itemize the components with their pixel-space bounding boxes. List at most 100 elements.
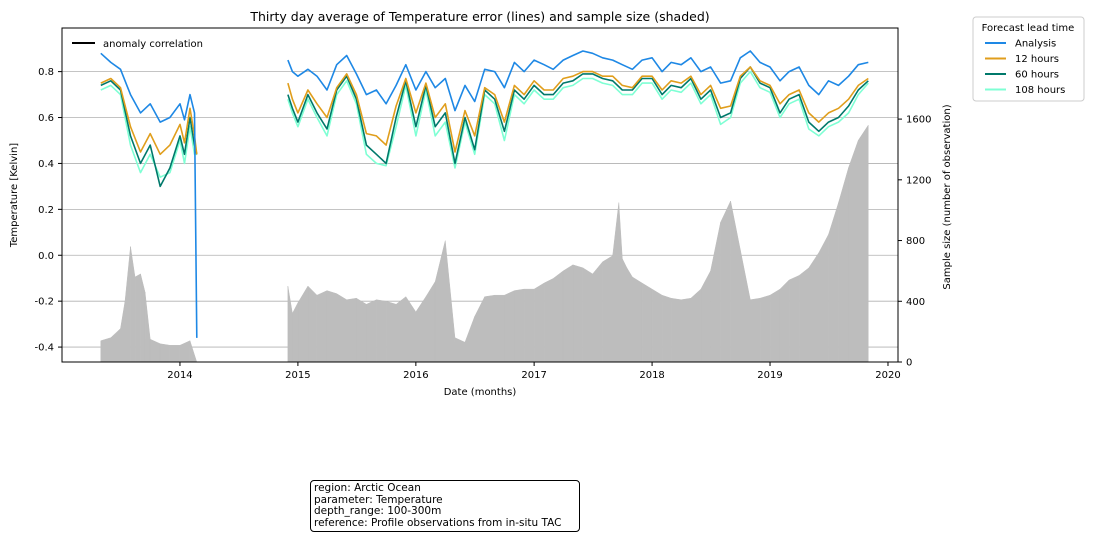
sample-size-bar: [346, 297, 357, 363]
y-axis-ticks: -0.4 -0.2 0.0 0.2 0.4 0.6 0.8: [34, 67, 62, 354]
sample-size-bar: [670, 297, 682, 363]
sample-size-bar: [297, 285, 309, 363]
sample-size-bar: [124, 246, 131, 363]
legend: Forecast lead time Analysis 12 hours 60 ho…: [972, 16, 1085, 102]
x-axis-ticks: 2014 2015 2016 2017 2018 2019 2020: [167, 362, 901, 381]
sample-size-bar: [626, 266, 633, 363]
sample-size-bar: [661, 294, 672, 363]
sample-size-bar: [454, 337, 466, 363]
sample-size-bar: [189, 340, 198, 363]
series-line: [100, 66, 869, 188]
sample-size-bar: [858, 124, 869, 363]
sample-size-bar: [680, 297, 692, 363]
sample-size-bar: [292, 302, 299, 363]
y-tick-label: -0.4: [34, 343, 54, 354]
sample-size-bar: [759, 294, 771, 363]
sample-size-bar: [514, 288, 525, 363]
sample-size-bar: [474, 296, 485, 363]
sample-size-bar: [484, 294, 495, 363]
sample-size-bar: [838, 167, 849, 363]
legend-box: [972, 16, 1085, 102]
info-box: region: Arctic Ocean parameter: Temperat…: [310, 480, 580, 532]
sample-size-bar: [700, 270, 711, 363]
sample-size-bar: [562, 264, 574, 363]
sample-size-bar: [779, 279, 790, 363]
sample-size-bar: [602, 255, 613, 363]
sample-size-bar: [366, 299, 377, 363]
sample-size-bar: [798, 267, 810, 363]
sample-size-bar: [140, 273, 146, 363]
y2-tick-label: 0: [906, 358, 912, 369]
series-line: [100, 50, 869, 338]
series-line: [100, 66, 869, 156]
sample-size-bar: [552, 270, 564, 363]
sample-size-bar: [582, 267, 593, 363]
sample-size-bar: [769, 288, 781, 363]
sample-size-bar: [356, 297, 367, 363]
plot-frame: [61, 27, 899, 363]
legend-label: 60 hours: [1015, 70, 1059, 81]
legend-label: 108 hours: [1015, 85, 1065, 96]
chart-title: Thirty day average of Temperature error …: [249, 9, 709, 24]
sample-size-bar: [100, 337, 112, 363]
y-tick-label: 0.4: [38, 159, 54, 170]
sample-size-bar: [110, 328, 121, 363]
corr-legend-label: anomaly correlation: [103, 39, 203, 50]
sample-size-bar: [818, 234, 829, 363]
sample-size-bar: [134, 273, 141, 363]
legend-title: Forecast lead time: [982, 23, 1075, 34]
legend-label: Analysis: [1015, 39, 1056, 50]
sample-size-bar: [130, 246, 136, 363]
y2-axis-ticks: 0 400 800 1200 1600: [898, 115, 931, 369]
sample-size-bar: [415, 295, 427, 363]
series-lines: [100, 50, 869, 338]
sample-size-bar: [618, 202, 623, 363]
x-tick-label: 2018: [639, 370, 664, 381]
x-tick-label: 2017: [521, 370, 546, 381]
sample-size-bar: [622, 258, 628, 363]
sample-size-bar: [572, 264, 584, 363]
sample-size-bar: [651, 288, 663, 363]
sample-size-bar: [533, 282, 545, 363]
info-line-depth: depth_range: 100-300m: [314, 505, 442, 517]
sample-size-bar: [149, 338, 161, 363]
y-axis-label: Temperature [Kelvin]: [9, 143, 20, 248]
sample-size-bar: [808, 251, 820, 363]
y-tick-label: 0.8: [38, 67, 54, 78]
sample-size-bar: [523, 288, 535, 363]
legend-label: 12 hours: [1015, 54, 1059, 65]
sample-size-bar: [169, 345, 181, 363]
sample-size-bar: [159, 343, 171, 363]
sample-size-bar: [641, 282, 653, 363]
info-line-parameter: parameter: Temperature: [314, 493, 443, 506]
sample-size-bars: [100, 124, 869, 363]
x-tick-label: 2020: [875, 370, 900, 381]
y-tick-label: 0.2: [38, 205, 54, 216]
y-tick-label: 0.6: [38, 113, 54, 124]
y2-tick-label: 1600: [906, 115, 931, 126]
sample-size-bar: [434, 240, 446, 363]
sample-size-bar: [179, 340, 191, 363]
sample-size-bar: [720, 200, 731, 363]
sample-size-bar: [316, 290, 328, 363]
x-tick-label: 2016: [403, 370, 428, 381]
sample-size-bar: [287, 286, 293, 363]
x-tick-label: 2019: [757, 370, 782, 381]
sample-size-bar: [120, 301, 126, 363]
sample-size-bar: [376, 299, 387, 363]
sample-size-bar: [612, 202, 620, 363]
sample-size-bar: [750, 297, 761, 363]
y2-tick-label: 1200: [906, 175, 931, 186]
y2-tick-label: 800: [906, 236, 925, 247]
sample-size-bar: [504, 290, 515, 363]
sample-size-bar: [632, 276, 643, 363]
info-line-region: region: Arctic Ocean: [314, 482, 421, 494]
sample-size-bar: [730, 201, 741, 363]
y-tick-label: 0.0: [38, 251, 54, 262]
sample-size-bar: [405, 295, 417, 363]
y-tick-label: -0.2: [34, 297, 54, 308]
x-axis-label: Date (months): [444, 387, 517, 398]
sample-size-bar: [395, 296, 407, 363]
